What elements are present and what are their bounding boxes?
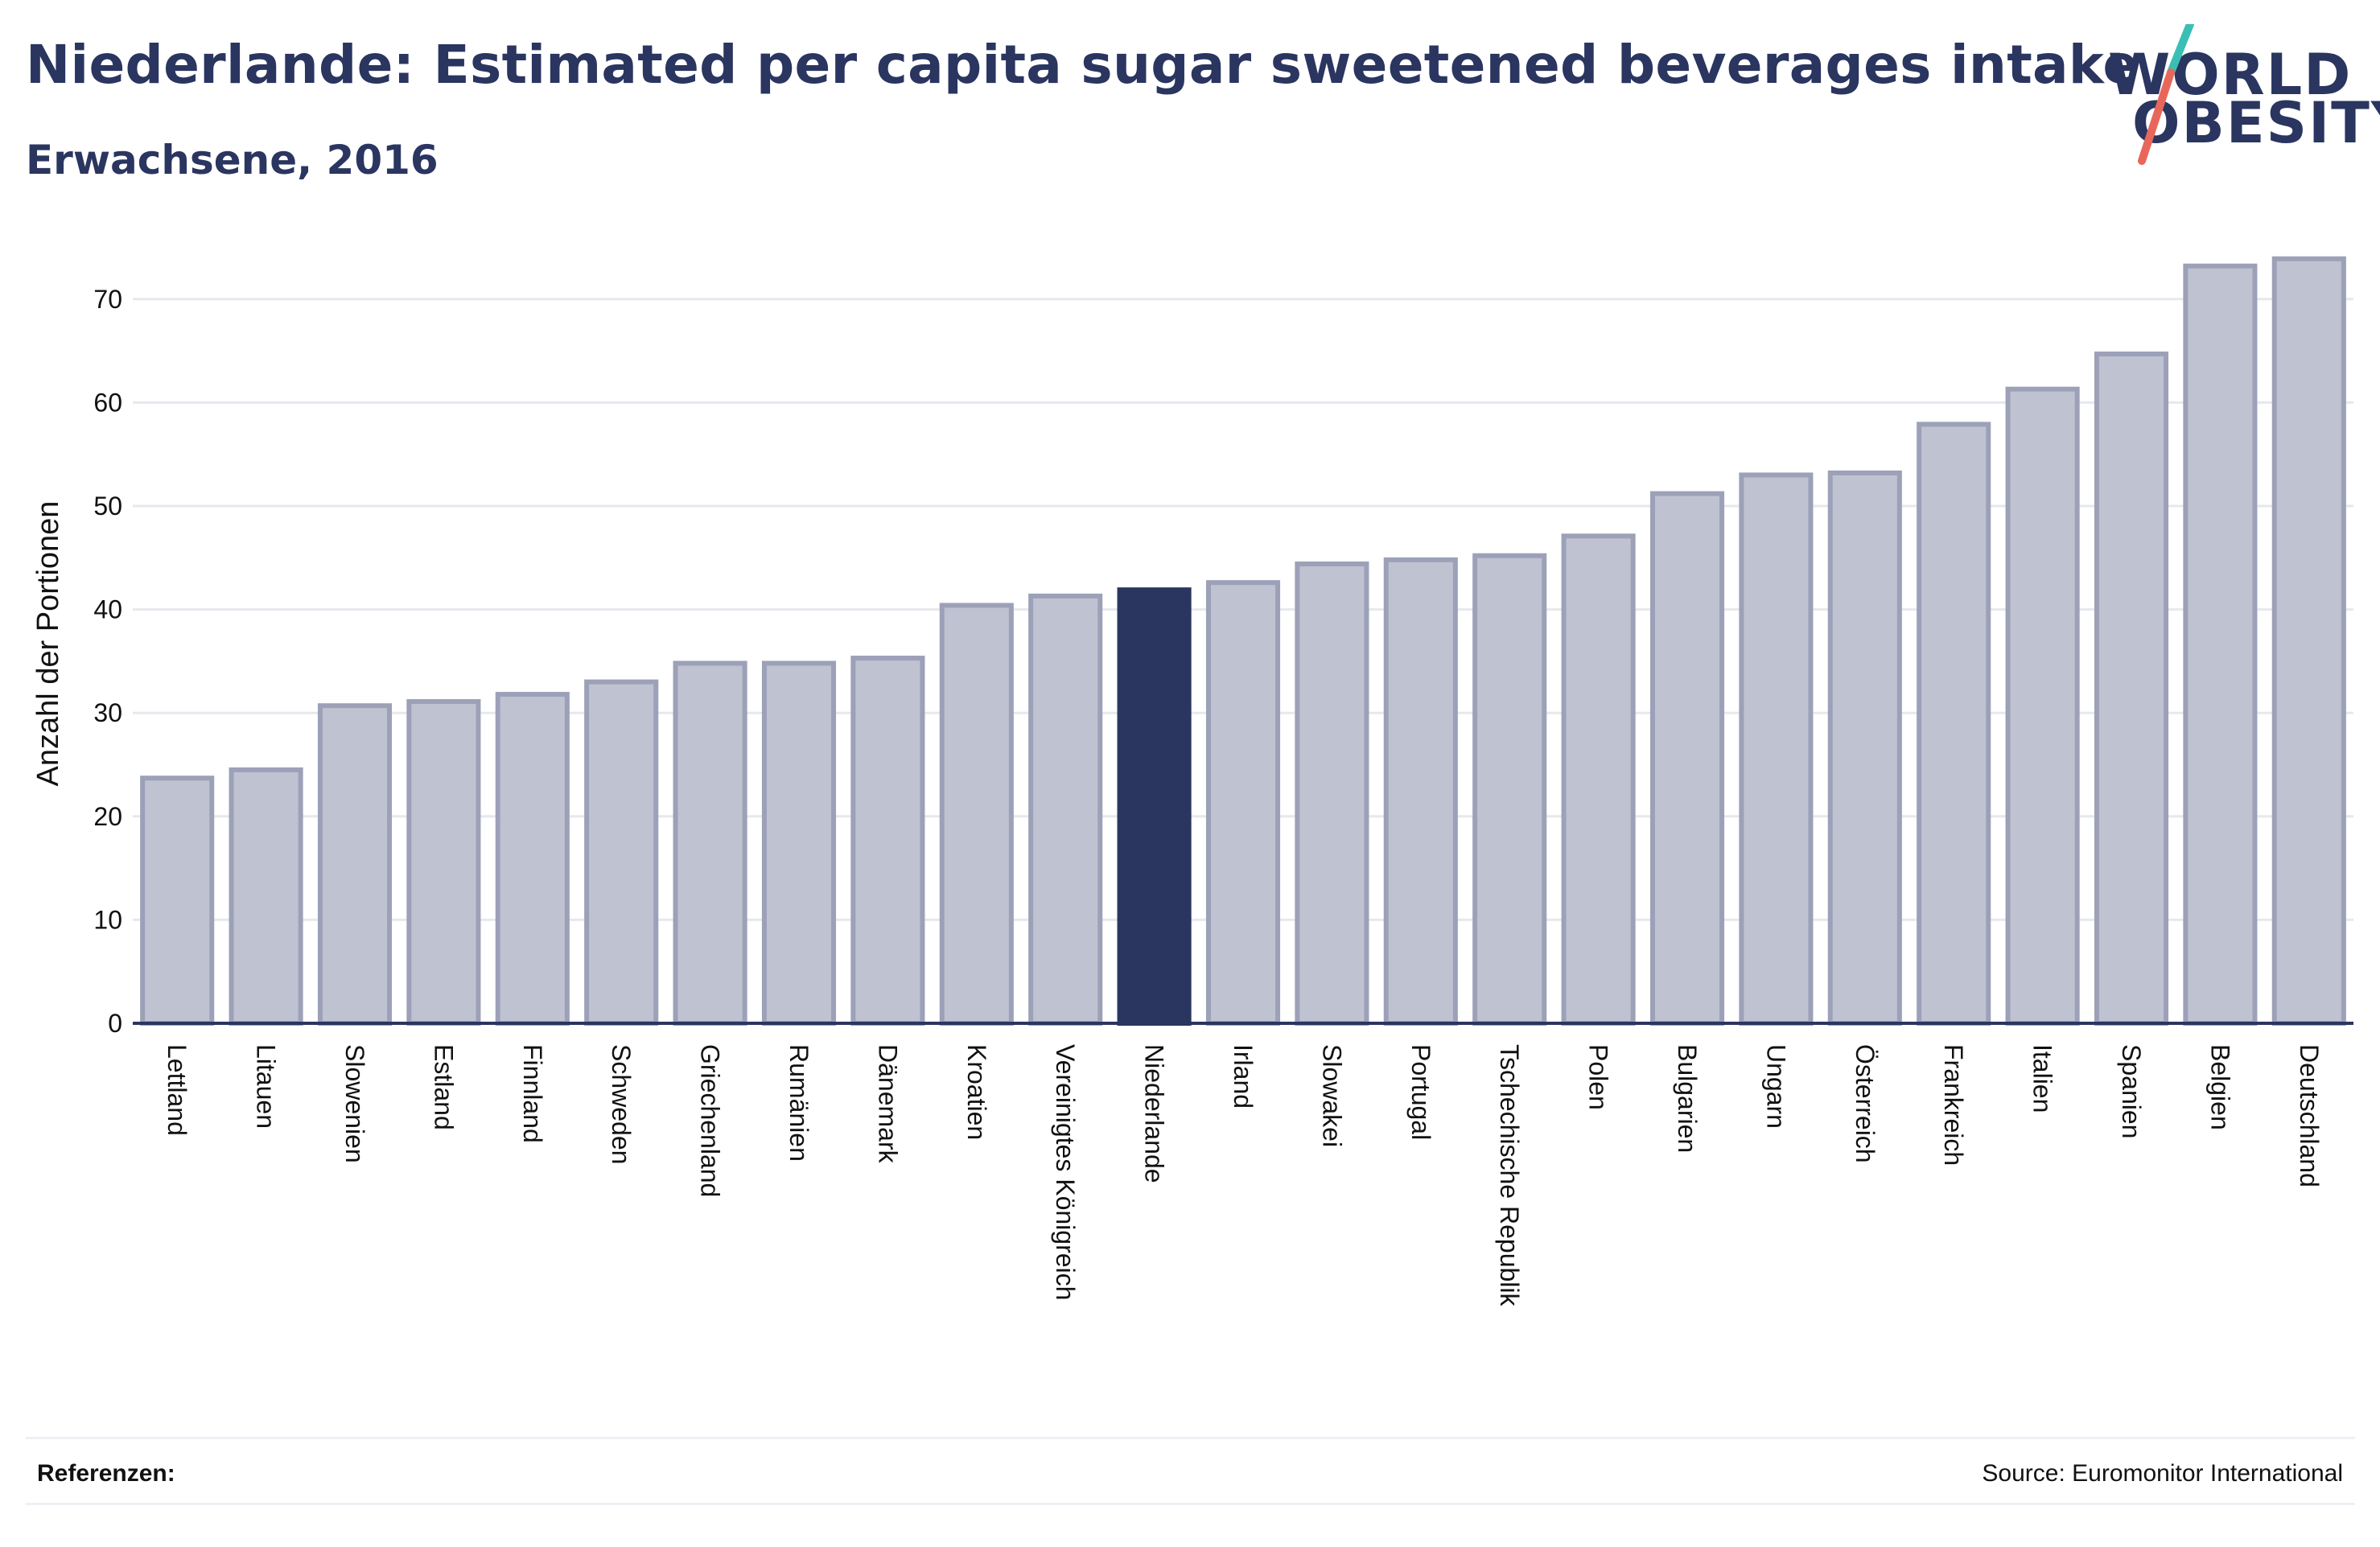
bar <box>1117 587 1192 1026</box>
bar <box>1472 553 1547 1026</box>
x-tick-label: Belgien <box>2205 1044 2234 1130</box>
x-tick-label: Bulgarien <box>1673 1044 1702 1153</box>
footer-divider-top <box>26 1437 2355 1439</box>
y-tick-label: 50 <box>93 492 122 520</box>
logo-slash-bottom <box>2138 68 2175 165</box>
y-tick-label: 0 <box>108 1009 122 1038</box>
logo-slash-icon <box>2138 24 2194 165</box>
bar <box>1917 422 1991 1026</box>
bar <box>1205 580 1281 1026</box>
x-tick-label: Irland <box>1229 1044 1258 1109</box>
x-tick-label: Slowakei <box>1317 1044 1346 1147</box>
bar <box>1028 593 1103 1026</box>
bar <box>850 656 925 1026</box>
x-tick-label: Portugal <box>1406 1044 1435 1140</box>
x-tick-label: Frankreich <box>1939 1044 1968 1166</box>
bar <box>1383 557 1458 1026</box>
x-axis-ticks: Lettland Litauen Slowenien Estland Finnland S… <box>163 1044 2324 1307</box>
footer-source: Source: Euromonitor International <box>1982 1460 2343 1487</box>
logo-text-world: WORLD <box>2108 42 2353 108</box>
x-tick-label: Dänemark <box>873 1044 902 1164</box>
bar <box>2271 256 2346 1026</box>
bar <box>1295 562 1369 1026</box>
x-tick-label: Vereinigtes Königreich <box>1051 1044 1080 1300</box>
bar <box>229 767 303 1026</box>
bar <box>1739 472 1814 1026</box>
x-tick-label: Italien <box>2028 1044 2057 1113</box>
footer-references-label: Referenzen: <box>37 1460 175 1487</box>
bar <box>2094 351 2169 1026</box>
y-tick-label: 60 <box>93 388 122 417</box>
logo-slash-top <box>2167 24 2194 76</box>
chart-bars <box>140 256 2346 1027</box>
x-tick-label: Kroatien <box>962 1044 991 1140</box>
x-tick-label: Rumänien <box>784 1044 813 1162</box>
bar <box>406 699 481 1027</box>
x-tick-label: Finnland <box>518 1044 547 1143</box>
x-tick-label: Tschechische Republik <box>1495 1044 1524 1307</box>
x-tick-label: Polen <box>1584 1044 1613 1110</box>
x-tick-label: Estland <box>429 1044 458 1130</box>
bar <box>761 660 837 1026</box>
x-tick-label: Slowenien <box>340 1044 369 1163</box>
x-tick-label: Niederlande <box>1140 1044 1169 1183</box>
bar <box>673 660 747 1026</box>
x-tick-label: Ungarn <box>1761 1044 1790 1129</box>
x-tick-label: Spanien <box>2117 1044 2146 1138</box>
x-tick-label: Österreich <box>1851 1044 1880 1163</box>
y-tick-label: 30 <box>93 698 122 727</box>
y-axis-label: Anzahl der Portionen <box>31 501 65 787</box>
x-tick-label: Griechenland <box>696 1044 725 1197</box>
y-tick-label: 10 <box>93 905 122 934</box>
bar <box>1649 491 1725 1026</box>
chart-subtitle: Erwachsene, 2016 <box>26 137 439 183</box>
bar <box>2005 386 2080 1026</box>
chart-title: Niederlande: Estimated per capita sugar … <box>26 34 2139 96</box>
x-tick-label: Schweden <box>607 1044 636 1164</box>
y-tick-label: 40 <box>93 595 122 624</box>
bar <box>317 703 393 1026</box>
world-obesity-logo: WORLD OBESITY <box>2100 24 2380 169</box>
x-tick-label: Lettland <box>163 1044 191 1136</box>
x-tick-label: Litauen <box>252 1044 281 1129</box>
footer-divider-bottom <box>26 1503 2355 1505</box>
bar-chart: 0 10 20 30 40 50 60 70 Lettland Litauen Slowenien… <box>31 256 2353 1307</box>
bar <box>140 776 215 1027</box>
bar <box>584 679 659 1026</box>
y-axis-ticks: 0 10 20 30 40 50 60 70 <box>93 285 122 1038</box>
bar <box>939 603 1014 1026</box>
bar <box>2183 263 2258 1026</box>
logo-text-obesity: OBESITY <box>2132 90 2380 156</box>
bar <box>1561 533 1636 1026</box>
bar <box>1827 470 1902 1026</box>
y-tick-label: 20 <box>93 802 122 831</box>
x-tick-label: Deutschland <box>2295 1044 2324 1187</box>
y-tick-label: 70 <box>93 285 122 314</box>
bar <box>495 692 570 1026</box>
